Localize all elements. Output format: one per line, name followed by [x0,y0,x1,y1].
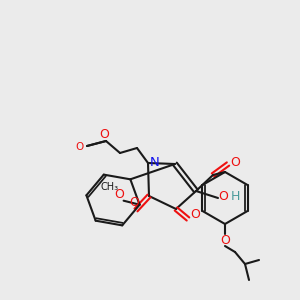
Text: O: O [129,196,139,209]
Text: O: O [230,157,240,169]
Text: N: N [150,157,160,169]
Text: O: O [75,142,83,152]
Text: CH₃: CH₃ [100,182,119,192]
Text: O: O [99,128,109,140]
Text: O: O [220,233,230,247]
Text: O: O [115,188,124,201]
Text: H: H [230,190,240,202]
Text: O: O [190,208,200,221]
Text: O: O [218,190,228,202]
